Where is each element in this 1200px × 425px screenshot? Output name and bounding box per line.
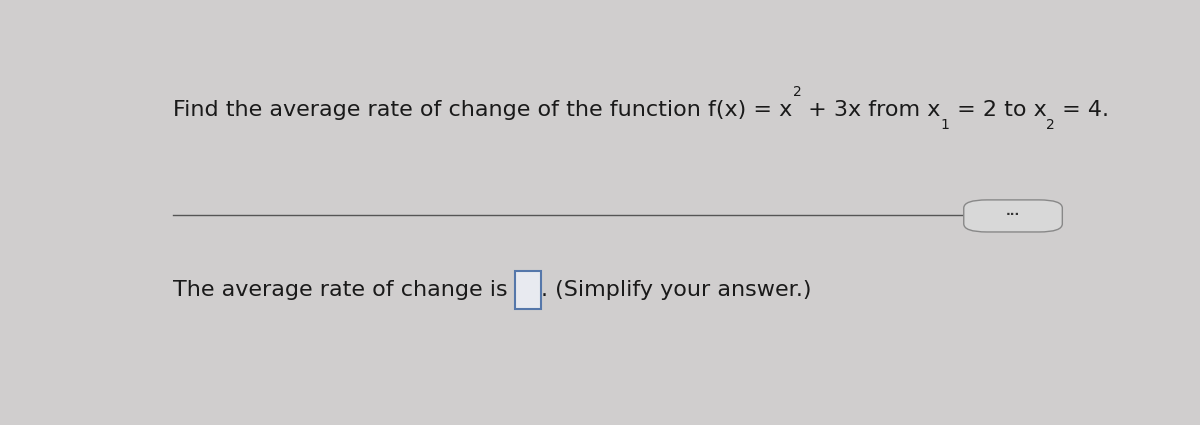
Text: . (Simplify your answer.): . (Simplify your answer.)	[541, 280, 811, 300]
Text: = 4.: = 4.	[1055, 100, 1109, 120]
Text: ···: ···	[1006, 208, 1020, 221]
Text: = 2 to x: = 2 to x	[949, 100, 1046, 120]
FancyBboxPatch shape	[515, 271, 541, 309]
Text: 2: 2	[792, 85, 802, 99]
FancyBboxPatch shape	[964, 200, 1062, 232]
Text: 1: 1	[941, 118, 949, 132]
Text: 2: 2	[1046, 118, 1055, 132]
Text: Find the average rate of change of the function f(x) = x: Find the average rate of change of the f…	[173, 100, 792, 120]
Text: The average rate of change is: The average rate of change is	[173, 280, 515, 300]
Text: + 3x from x: + 3x from x	[802, 100, 941, 120]
